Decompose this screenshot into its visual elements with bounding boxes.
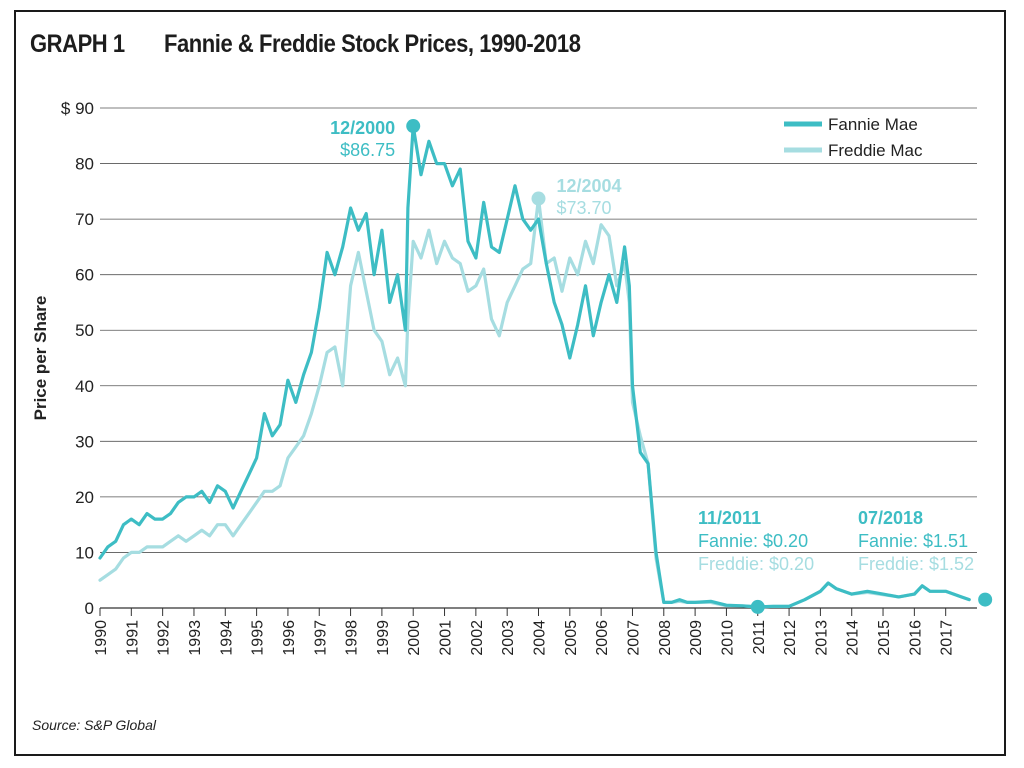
x-tick-label: 1990 [93,620,110,656]
x-tick-label: 1993 [187,620,204,656]
annotation-date: 07/2018 [858,508,923,528]
x-tick-label: 1995 [250,620,267,656]
chart-title: Fannie & Freddie Stock Prices, 1990-2018 [164,30,581,58]
x-tick-label: 1994 [218,620,235,656]
x-tick-label: 2017 [939,620,956,656]
x-tick-label: 2004 [532,620,549,656]
graph-label: GRAPH 1 [30,30,125,58]
y-tick-label: 70 [75,210,94,229]
x-tick-label: 2014 [845,620,862,656]
x-tick-label: 2016 [907,620,924,656]
x-tick-label: 2010 [719,620,736,656]
annotation-freddie: Freddie: $1.52 [858,554,974,574]
x-tick-label: 2013 [813,620,830,656]
x-tick-label: 2006 [594,620,611,656]
source-note: Source: S&P Global [32,717,156,733]
x-tick-label: 1991 [124,620,141,656]
annotation-date: 12/2000 [330,118,395,138]
annotation-marker [406,119,421,134]
y-tick-label: 0 [85,599,94,618]
x-tick-label: 1996 [281,620,298,656]
annotation-marker [531,191,546,206]
x-tick-label: 2011 [751,620,768,655]
series-line-freddie-mac [98,197,971,609]
y-axis-label: Price per Share [31,296,50,421]
x-tick-label: 1999 [375,620,392,656]
legend-label: Fannie Mae [828,115,918,134]
y-tick-label: 80 [75,155,94,174]
y-tick-label: $ 90 [61,99,94,118]
annotation-marker [978,592,993,607]
x-tick-label: 2008 [657,620,674,656]
x-tick-label: 2001 [438,620,455,656]
x-tick-label: 2015 [876,620,893,656]
y-tick-label: 10 [75,543,94,562]
y-tick-label: 40 [75,377,94,396]
x-tick-label: 2000 [406,620,423,656]
y-tick-label: 50 [75,321,94,340]
x-tick-label: 2012 [782,620,799,656]
chart-frame: GRAPH 1 Fannie & Freddie Stock Prices, 1… [14,10,1006,756]
x-tick-label: 1997 [312,620,329,656]
x-tick-label: 1992 [156,620,173,656]
x-tick-label: 2007 [625,620,642,656]
annotation-fannie: Fannie: $0.20 [698,531,808,551]
annotation-fannie: Fannie: $1.51 [858,531,968,551]
legend-label: Freddie Mac [828,141,923,160]
annotation-value: $86.75 [340,140,395,160]
x-tick-label: 2002 [469,620,486,656]
annotation-date: 12/2004 [557,176,622,196]
y-tick-label: 60 [75,266,94,285]
annotation-freddie: Freddie: $0.20 [698,554,814,574]
annotation-value: $73.70 [557,198,612,218]
x-tick-label: 2009 [688,620,705,656]
annotation-marker [750,599,765,614]
annotation-date: 11/2011 [698,508,761,528]
y-tick-label: 30 [75,432,94,451]
x-tick-label: 2005 [563,620,580,656]
y-tick-label: 20 [75,488,94,507]
x-tick-label: 2003 [500,620,517,656]
x-tick-label: 1998 [344,620,361,656]
